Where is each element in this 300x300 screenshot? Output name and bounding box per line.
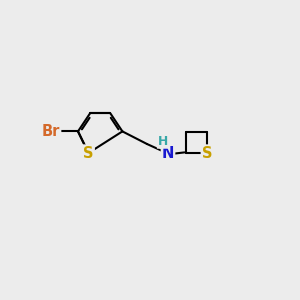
Text: S: S xyxy=(83,146,94,160)
Text: S: S xyxy=(202,146,212,160)
Text: N: N xyxy=(162,146,174,160)
Text: H: H xyxy=(158,135,168,148)
Text: Br: Br xyxy=(42,124,60,139)
